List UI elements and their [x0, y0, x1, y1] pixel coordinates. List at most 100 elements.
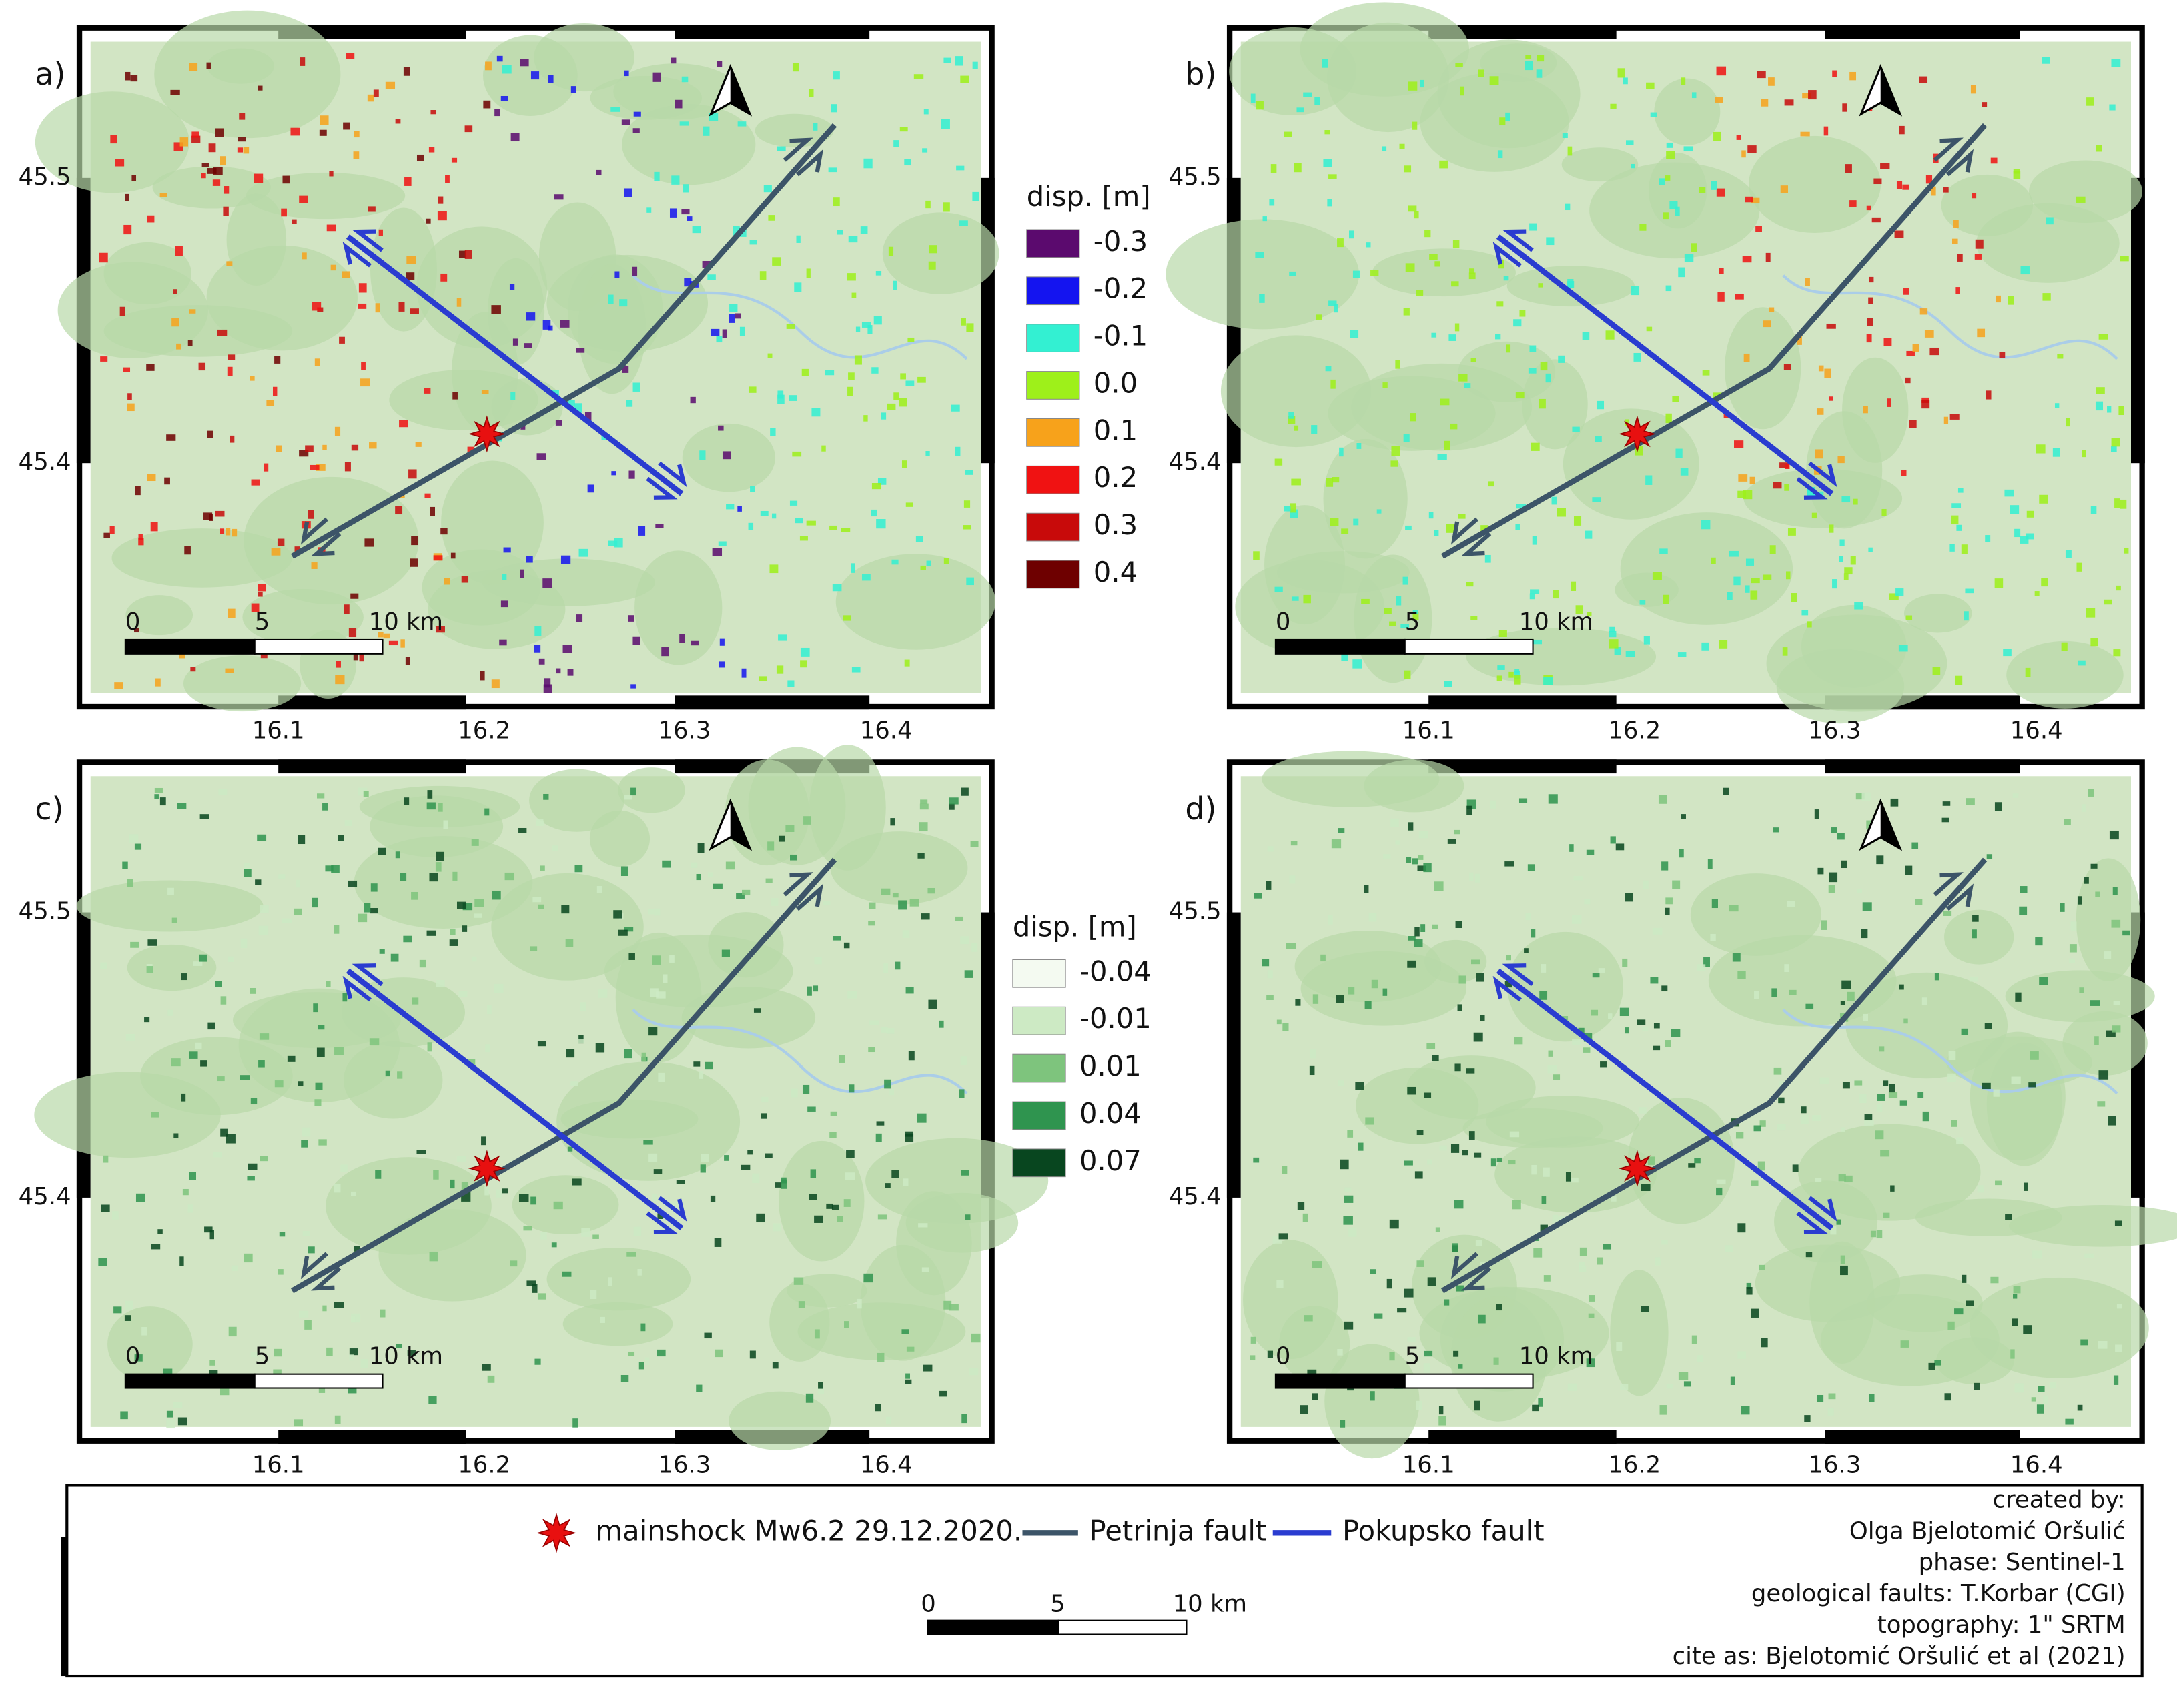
displacement-pixel [1734, 440, 1744, 448]
displacement-pixel [2061, 642, 2068, 651]
displacement-pixel [536, 821, 544, 826]
forest-patch [491, 873, 644, 981]
displacement-pixel [1639, 600, 1646, 605]
displacement-pixel [1295, 999, 1301, 1006]
displacement-pixel [1307, 1369, 1317, 1377]
scale-bar-white [1404, 1373, 1534, 1389]
displacement-pixel [1658, 795, 1667, 804]
lon-tick-label: 16.4 [2010, 717, 2063, 745]
forest-patch [681, 987, 816, 1049]
credit-line: geological faults: T.Korbar (CGI) [1751, 1580, 2126, 1607]
displacement-pixel [224, 186, 230, 194]
displacement-pixel [1763, 320, 1771, 328]
displacement-pixel [467, 1059, 476, 1065]
frame-tick [1428, 695, 1617, 710]
north-arrow-half [1880, 67, 1900, 114]
displacement-pixel [2090, 1000, 2100, 1006]
displacement-pixel [1289, 875, 1296, 884]
displacement-pixel [1808, 90, 1817, 100]
displacement-pixel [1473, 1032, 1483, 1042]
displacement-pixel [301, 1140, 308, 1148]
legend-label: -0.3 [1094, 225, 1148, 258]
displacement-pixel [1471, 959, 1480, 965]
fault-arrow [1502, 229, 1534, 252]
displacement-pixel [1956, 524, 1962, 531]
displacement-pixel [299, 1310, 309, 1318]
displacement-pixel [1995, 1180, 2002, 1186]
displacement-pixel [628, 953, 635, 960]
displacement-pixel [1843, 573, 1849, 580]
displacement-pixel [1407, 1337, 1416, 1342]
fault-arrow [1933, 137, 1964, 162]
displacement-pixel [637, 1268, 642, 1276]
displacement-pixel [159, 193, 167, 197]
displacement-pixel [652, 72, 661, 82]
displacement-pixel [769, 564, 779, 574]
scale-label: 0 [125, 1343, 141, 1370]
displacement-pixel [1311, 425, 1318, 434]
displacement-pixel [1337, 1349, 1343, 1356]
displacement-pixel [375, 303, 380, 313]
displacement-pixel [832, 936, 841, 941]
displacement-pixel [207, 1022, 215, 1030]
forest-patch [546, 1248, 691, 1311]
displacement-pixel [578, 548, 588, 557]
displacement-pixel [1761, 99, 1769, 107]
displacement-pixel [1303, 92, 1312, 97]
displacement-pixel [2065, 550, 2072, 558]
displacement-pixel [313, 1003, 318, 1013]
displacement-pixel [1403, 434, 1410, 442]
displacement-pixel [961, 1170, 969, 1176]
fault-arrow [658, 1196, 687, 1222]
displacement-pixel [206, 62, 211, 69]
fault-arrow [1502, 963, 1534, 987]
displacement-pixel [1977, 328, 1986, 338]
displacement-pixel [552, 845, 558, 851]
displacement-pixel [494, 983, 504, 994]
displacement-pixel [1842, 1082, 1850, 1089]
displacement-pixel [344, 820, 352, 826]
displacement-pixel [1316, 314, 1322, 320]
displacement-pixel [2041, 578, 2048, 587]
displacement-pixel [213, 1152, 222, 1158]
displacement-pixel [1769, 307, 1775, 312]
displacement-pixel [893, 280, 897, 290]
displacement-pixel [1829, 396, 1833, 401]
forest-patch [1969, 1277, 2149, 1378]
displacement-pixel [814, 1329, 820, 1339]
displacement-pixel [383, 633, 390, 639]
displacement-pixel [1841, 980, 1851, 989]
scale-label: 10 km [1519, 608, 1593, 636]
displacement-pixel [2095, 401, 2104, 411]
displacement-pixel [520, 59, 529, 67]
displacement-pixel [790, 854, 797, 861]
scale-label: 5 [1050, 1591, 1065, 1618]
legend-label: 0.4 [1094, 556, 1138, 588]
displacement-pixel [1326, 478, 1334, 487]
displacement-pixel [1742, 256, 1752, 263]
displacement-pixel [704, 1332, 712, 1339]
displacement-pixel [440, 528, 448, 535]
displacement-pixel [483, 100, 491, 109]
displacement-pixel [837, 1216, 843, 1222]
displacement-pixel [1595, 436, 1602, 442]
displacement-pixel [779, 835, 785, 842]
displacement-pixel [632, 636, 640, 645]
displacement-pixel [1591, 1009, 1599, 1016]
pokupsko-fault [1496, 234, 1834, 496]
river [1782, 1009, 2118, 1095]
scale-label: 5 [255, 1343, 270, 1370]
forest-patch [1690, 873, 1822, 956]
displacement-pixel [250, 987, 256, 994]
displacement-pixel [482, 1364, 491, 1371]
displacement-pixel [759, 676, 767, 681]
displacement-pixel [770, 898, 779, 906]
displacement-pixel [1352, 659, 1362, 669]
displacement-pixel [777, 146, 786, 151]
displacement-pixel [855, 326, 861, 332]
frame-tick [1428, 759, 1617, 774]
displacement-pixel [217, 329, 228, 336]
forest-patch [1903, 594, 1972, 633]
displacement-pixel [1646, 326, 1653, 332]
displacement-pixel [1478, 1314, 1486, 1324]
